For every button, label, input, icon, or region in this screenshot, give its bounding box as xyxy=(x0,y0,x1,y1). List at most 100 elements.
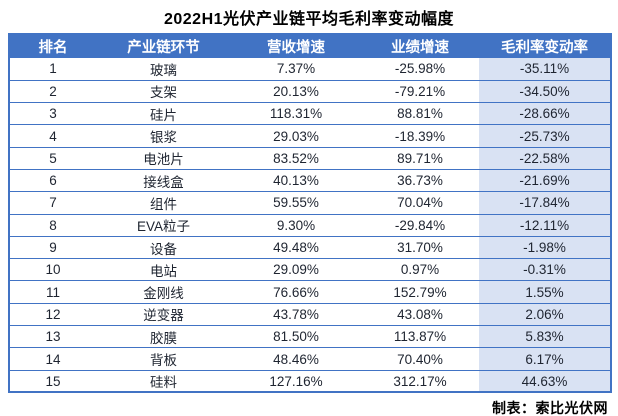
revenue-growth-cell: 29.09% xyxy=(231,258,361,282)
revenue-growth-cell: 76.66% xyxy=(231,280,361,304)
segment-cell: 胶膜 xyxy=(96,325,231,349)
segment-cell: 电池片 xyxy=(96,147,231,170)
profit-growth-cell: 0.97% xyxy=(361,258,479,282)
revenue-growth-cell: 127.16% xyxy=(231,370,361,393)
profit-growth-cell: 152.79% xyxy=(361,280,479,304)
rank-cell: 10 xyxy=(9,258,96,282)
rank-cell: 6 xyxy=(9,169,96,193)
revenue-growth-cell: 83.52% xyxy=(231,147,361,170)
segment-cell: 组件 xyxy=(96,191,231,215)
margin-change-cell: 1.55% xyxy=(479,280,611,304)
table-row: 4 银浆 29.03% -18.39% -25.73% xyxy=(9,124,611,148)
profit-growth-cell: 36.73% xyxy=(361,169,479,193)
profit-growth-cell: 31.70% xyxy=(361,236,479,260)
table-row: 5 电池片 83.52% 89.71% -22.58% xyxy=(9,147,611,170)
margin-change-cell: 44.63% xyxy=(479,370,611,393)
segment-cell: 银浆 xyxy=(96,124,231,148)
table-row: 6 接线盒 40.13% 36.73% -21.69% xyxy=(9,169,611,193)
rank-cell: 11 xyxy=(9,280,96,304)
revenue-growth-cell: 9.30% xyxy=(231,214,361,237)
margin-change-cell: -35.11% xyxy=(479,58,611,81)
margin-change-cell: -25.73% xyxy=(479,124,611,148)
margin-change-cell: 5.83% xyxy=(479,325,611,349)
rank-cell: 12 xyxy=(9,303,96,327)
margin-change-cell: -34.50% xyxy=(479,80,611,104)
profit-growth-cell: -29.84% xyxy=(361,214,479,237)
margin-change-cell: -21.69% xyxy=(479,169,611,193)
table-row: 11 金刚线 76.66% 152.79% 1.55% xyxy=(9,280,611,304)
segment-cell: 硅料 xyxy=(96,370,231,393)
segment-cell: 背板 xyxy=(96,347,231,371)
segment-cell: EVA粒子 xyxy=(96,214,231,237)
revenue-growth-cell: 7.37% xyxy=(231,58,361,81)
revenue-growth-cell: 81.50% xyxy=(231,325,361,349)
rank-cell: 5 xyxy=(9,147,96,170)
profit-growth-cell: -25.98% xyxy=(361,58,479,81)
table-header-row: 排名 产业链环节 营收增速 业绩增速 毛利率变动率 xyxy=(9,34,611,58)
segment-cell: 硅片 xyxy=(96,102,231,126)
segment-cell: 逆变器 xyxy=(96,303,231,327)
rank-cell: 9 xyxy=(9,236,96,260)
revenue-growth-cell: 49.48% xyxy=(231,236,361,260)
table-header: 排名 产业链环节 营收增速 业绩增速 毛利率变动率 xyxy=(9,34,611,58)
rank-cell: 15 xyxy=(9,370,96,393)
rank-cell: 3 xyxy=(9,102,96,126)
column-header-revenue-growth: 营收增速 xyxy=(231,34,361,58)
margin-change-cell: -12.11% xyxy=(479,214,611,237)
revenue-growth-cell: 59.55% xyxy=(231,191,361,215)
column-header-segment: 产业链环节 xyxy=(96,34,231,58)
table-row: 7 组件 59.55% 70.04% -17.84% xyxy=(9,191,611,215)
profit-growth-cell: 312.17% xyxy=(361,370,479,393)
rank-cell: 1 xyxy=(9,58,96,81)
rank-cell: 8 xyxy=(9,214,96,237)
segment-cell: 电站 xyxy=(96,258,231,282)
segment-cell: 接线盒 xyxy=(96,169,231,193)
rank-cell: 7 xyxy=(9,191,96,215)
segment-cell: 金刚线 xyxy=(96,280,231,304)
table-row: 2 支架 20.13% -79.21% -34.50% xyxy=(9,80,611,104)
rank-cell: 14 xyxy=(9,347,96,371)
gross-margin-table: 排名 产业链环节 营收增速 业绩增速 毛利率变动率 1 玻璃 7.37% -25.98% -35… xyxy=(8,33,612,394)
table-credit: 制表：索比光伏网 xyxy=(492,400,608,416)
table-row: 10 电站 29.09% 0.97% -0.31% xyxy=(9,258,611,282)
table-row: 1 玻璃 7.37% -25.98% -35.11% xyxy=(9,58,611,81)
revenue-growth-cell: 118.31% xyxy=(231,102,361,126)
table-row: 8 EVA粒子 9.30% -29.84% -12.11% xyxy=(9,214,611,237)
table-body: 1 玻璃 7.37% -25.98% -35.11% 2 支架 20.13% -79.21% -3… xyxy=(9,58,611,393)
profit-growth-cell: 70.04% xyxy=(361,191,479,215)
profit-growth-cell: 113.87% xyxy=(361,325,479,349)
table-row: 3 硅片 118.31% 88.81% -28.66% xyxy=(9,102,611,126)
column-header-profit-growth: 业绩增速 xyxy=(361,34,479,58)
margin-change-cell: 2.06% xyxy=(479,303,611,327)
table-row: 9 设备 49.48% 31.70% -1.98% xyxy=(9,236,611,260)
margin-change-cell: -22.58% xyxy=(479,147,611,170)
revenue-growth-cell: 20.13% xyxy=(231,80,361,104)
table-row: 14 背板 48.46% 70.40% 6.17% xyxy=(9,347,611,371)
margin-change-cell: 6.17% xyxy=(479,347,611,371)
profit-growth-cell: 43.08% xyxy=(361,303,479,327)
segment-cell: 设备 xyxy=(96,236,231,260)
margin-change-cell: -28.66% xyxy=(479,102,611,126)
profit-growth-cell: 89.71% xyxy=(361,147,479,170)
column-header-rank: 排名 xyxy=(9,34,96,58)
revenue-growth-cell: 48.46% xyxy=(231,347,361,371)
segment-cell: 支架 xyxy=(96,80,231,104)
column-header-margin-change: 毛利率变动率 xyxy=(479,34,611,58)
table-row: 12 逆变器 43.78% 43.08% 2.06% xyxy=(9,303,611,327)
revenue-growth-cell: 40.13% xyxy=(231,169,361,193)
rank-cell: 2 xyxy=(9,80,96,104)
profit-growth-cell: 70.40% xyxy=(361,347,479,371)
table-row: 15 硅料 127.16% 312.17% 44.63% xyxy=(9,370,611,393)
revenue-growth-cell: 43.78% xyxy=(231,303,361,327)
table-row: 13 胶膜 81.50% 113.87% 5.83% xyxy=(9,325,611,349)
revenue-growth-cell: 29.03% xyxy=(231,124,361,148)
profit-growth-cell: -18.39% xyxy=(361,124,479,148)
margin-change-cell: -1.98% xyxy=(479,236,611,260)
rank-cell: 4 xyxy=(9,124,96,148)
rank-cell: 13 xyxy=(9,325,96,349)
profit-growth-cell: -79.21% xyxy=(361,80,479,104)
table-title: 2022H1光伏产业链平均毛利率变动幅度 xyxy=(163,11,455,28)
margin-change-cell: -17.84% xyxy=(479,191,611,215)
margin-change-cell: -0.31% xyxy=(479,258,611,282)
